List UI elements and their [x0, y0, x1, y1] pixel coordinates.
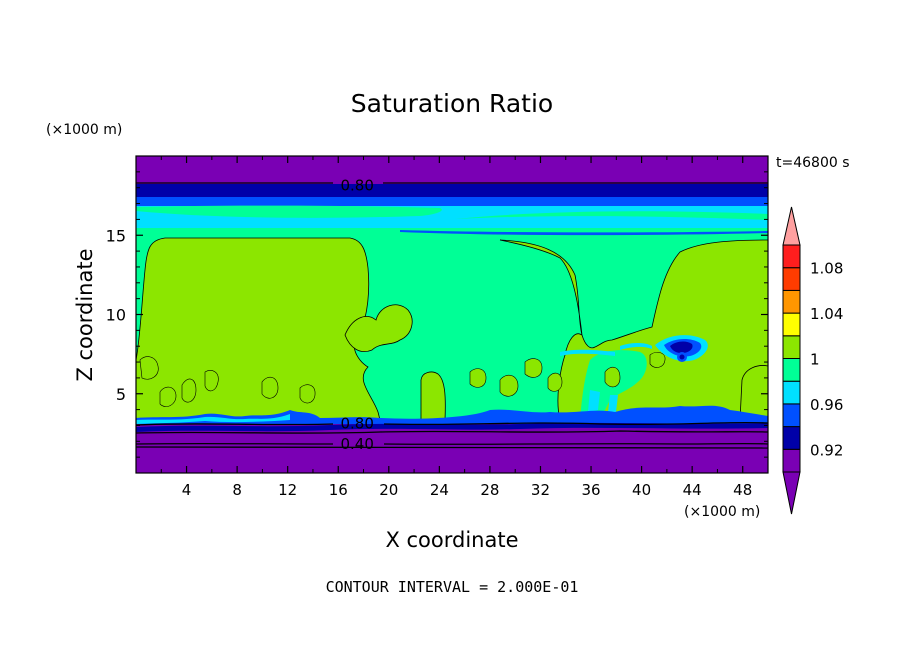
colorbar-box	[782, 403, 801, 428]
y-unit-label: (×1000 m)	[46, 122, 122, 138]
band-navy	[136, 184, 768, 197]
x-tick-label: 24	[430, 481, 449, 499]
x-tick-label: 28	[480, 481, 499, 499]
contour-boundary-060	[136, 430, 768, 434]
contour-boundary-040	[136, 442, 768, 445]
contour-boundary-020	[136, 446, 768, 449]
colorbar-bottom-arrow	[782, 471, 801, 515]
colorbar-box	[782, 358, 801, 382]
y-axis-label: Z coordinate	[73, 248, 97, 381]
colorbar-box	[782, 289, 801, 314]
x-tick-label: 40	[632, 481, 651, 499]
colorbar-tick-label: 0.92	[810, 441, 843, 459]
cloud-bump-left	[344, 304, 413, 352]
colorbar-top-arrow	[782, 206, 801, 246]
turret-cluster	[139, 351, 666, 407]
colorbar-box	[782, 244, 801, 269]
colorbar-box	[782, 312, 801, 337]
x-tick-label: 12	[278, 481, 297, 499]
cloud-mass-right	[499, 239, 768, 421]
y-tick-label: 10	[106, 306, 126, 325]
cyan-lens-left	[136, 205, 442, 218]
colorbar: 0.92 0.96 1 1.04 1.08	[782, 206, 843, 515]
y-tick-label: 15	[106, 226, 126, 245]
x-tick-label: 36	[581, 481, 600, 499]
colorbar-box	[782, 335, 801, 359]
band-cyan-green	[136, 228, 768, 232]
x-tick-label: 8	[232, 481, 242, 499]
contour-plot-area	[136, 156, 768, 473]
band-blue	[136, 197, 768, 206]
time-label: t=46800 s	[776, 155, 850, 171]
colorbar-box	[782, 448, 801, 473]
contour-boundary-080	[136, 421, 768, 426]
colorbar-box	[782, 426, 801, 450]
colorbar-tick-label: 1.04	[810, 305, 843, 323]
x-axis: 4 8 12 16 20 24 28 32 36 40 44 48	[160, 156, 752, 499]
contour-interval-footer: CONTOUR INTERVAL = 2.000E-01	[326, 578, 579, 596]
contour-lines	[136, 182, 768, 449]
x-tick-label: 16	[329, 481, 348, 499]
colorbar-tick-label: 0.96	[810, 396, 843, 414]
boundary-blue-edge	[136, 405, 768, 424]
y-tick-label: 5	[116, 385, 126, 404]
x-axis-label: X coordinate	[385, 528, 518, 552]
colorbar-tick-label: 1.08	[810, 260, 843, 278]
x-tick-label: 48	[733, 481, 752, 499]
blue-sliver	[400, 230, 768, 236]
x-tick-label: 20	[379, 481, 398, 499]
x-tick-label: 4	[182, 481, 192, 499]
contour-label-group: 0.80 0.80 0.40	[340, 177, 373, 453]
x-unit-label: (×1000 m)	[684, 504, 760, 520]
colorbar-tick-label: 1	[810, 351, 820, 369]
x-tick-label: 44	[683, 481, 702, 499]
boundary-cyan-fringe	[136, 414, 290, 424]
contour-label: 0.40	[340, 435, 373, 453]
dry-pocket-right	[655, 335, 708, 362]
cloud-tower-middle	[420, 371, 446, 421]
x-tick-label: 32	[531, 481, 550, 499]
cloud-mass-left	[136, 237, 381, 421]
band-upper-purple	[136, 156, 768, 184]
cyan-lens-right	[455, 211, 768, 220]
y-axis: 5 10 15	[106, 171, 768, 458]
contour-label: 0.80	[340, 177, 373, 195]
colorbar-box	[782, 380, 801, 405]
chart-title: Saturation Ratio	[351, 89, 553, 118]
contour-label: 0.80	[340, 414, 373, 432]
subcloud-dark-wave	[136, 422, 768, 432]
colorbar-box	[782, 267, 801, 291]
cyan-streaks	[560, 343, 652, 412]
